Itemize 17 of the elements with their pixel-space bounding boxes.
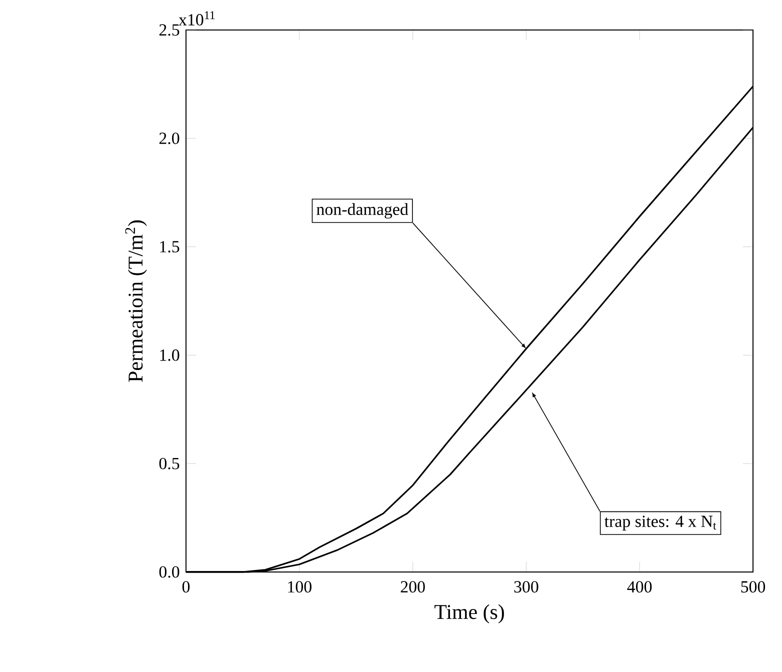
y-tick-label: 0.5 (159, 458, 180, 470)
x-tick-label: 500 (741, 581, 766, 593)
x-tick-label: 200 (400, 581, 425, 593)
x-tick-label: 100 (288, 581, 312, 593)
y-tick-label: 0.0 (159, 566, 180, 578)
y-tick-label: 2.5 (159, 24, 180, 36)
y-tick-label: 1.5 (160, 241, 180, 252)
x-tick-label: 0 (182, 581, 190, 593)
x-tick-label: 300 (514, 581, 538, 593)
y-tick-label: 2.0 (159, 132, 180, 144)
annotation: trap sites: 4 x N$_{t}$ (604, 516, 716, 530)
y-axis-title: Permeatioin (T/m$^{2}$) (125, 220, 147, 382)
x-tick-label: 400 (627, 581, 652, 593)
y-tick-label: 1.0 (160, 349, 180, 361)
x-axis-title: Time (s) (434, 604, 504, 624)
text: x10$^{11}$ (178, 11, 215, 26)
annotation: non-damaged (316, 203, 408, 219)
